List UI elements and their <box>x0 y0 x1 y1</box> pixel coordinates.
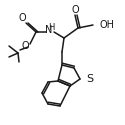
Text: N: N <box>45 25 53 35</box>
Text: H: H <box>48 24 54 32</box>
Text: O: O <box>21 41 29 51</box>
Text: OH: OH <box>99 20 114 30</box>
Text: S: S <box>86 74 93 84</box>
Text: O: O <box>71 5 79 15</box>
Text: O: O <box>18 13 26 23</box>
